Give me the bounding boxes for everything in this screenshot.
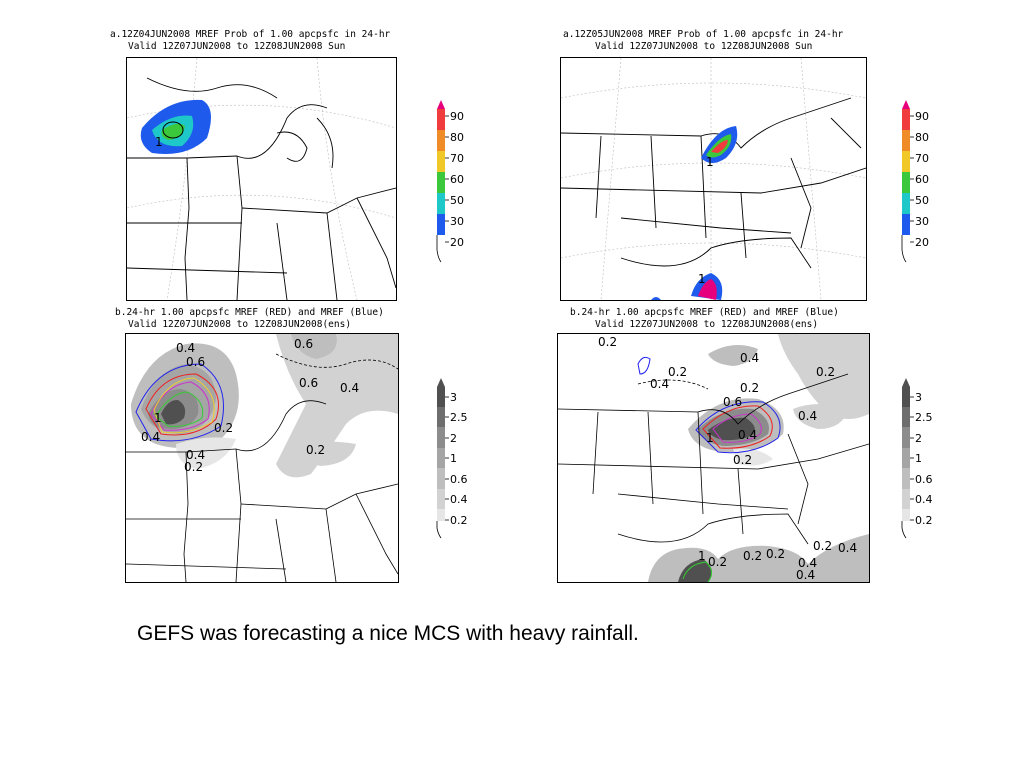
colorbar-label: 2.5 [915,411,933,424]
map-b-left: 0.4 0.6 0.6 0.6 0.4 1 0.2 0.2 0.4 0.2 0.… [125,333,399,583]
panel-title-line2: Valid 12Z07JUN2008 to 12Z08JUN2008 Sun [595,41,813,52]
colorbar-label: 2 [450,432,457,445]
colorbar-label: 2.5 [450,411,468,424]
map-label: 0.2 [740,381,759,395]
panel-title-line1: b.24-hr 1.00 apcpsfc MREF (RED) and MREF… [570,307,839,318]
colorbar-label: 30 [915,215,929,228]
colorbar-label: 1 [450,452,457,465]
panel-title-line2: Valid 12Z07JUN2008 to 12Z08JUN2008(ens) [128,319,352,330]
map-label: 0.6 [723,395,742,409]
colorbar-label: 1 [915,452,922,465]
map-b-right: 0.2 0.4 0.2 0.4 0.2 0.6 0.4 0.2 0.4 0.2 … [557,333,870,583]
colorbar-label: 0.6 [450,473,468,486]
colorbar-label: 20 [450,236,464,249]
map-label: 0.4 [141,430,160,444]
map-label: 0.2 [813,539,832,553]
panel-title-line1: a.12Z05JUN2008 MREF Prob of 1.00 apcpsfc… [563,29,844,40]
colorbar-amount-right: 3 2.5 2 1 0.6 0.4 0.2 [897,378,937,543]
map-label: 0.2 [598,335,617,349]
colorbar-amount: 3 2.5 2 1 0.6 0.4 0.2 [432,378,472,543]
map-label: 0.4 [798,409,817,423]
map-label: 0.4 [796,568,815,582]
map-label: 0.4 [798,556,817,570]
map-label: 0.4 [650,377,669,391]
colorbar-label: 90 [915,110,929,123]
panel-title-line1: a.12Z04JUN2008 MREF Prob of 1.00 apcpsfc… [110,29,391,40]
colorbar-label: 0.2 [915,514,933,527]
map-label: 1 [155,135,163,149]
map-label: 0.2 [816,365,835,379]
colorbar-label: 3 [915,391,922,404]
colorbar-label: 20 [915,236,929,249]
colorbar-label: 0.6 [915,473,933,486]
colorbar-label: 90 [450,110,464,123]
map-label: 0.2 [733,453,752,467]
panel-title-line2: Valid 12Z07JUN2008 to 12Z08JUN2008 Sun [128,41,346,52]
map-label: 0.4 [738,428,757,442]
colorbar-label: 70 [450,152,464,165]
colorbar-probability-right: 90 80 70 60 50 30 20 [897,100,937,270]
map-label: 0.4 [740,351,759,365]
colorbar-label: 80 [915,131,929,144]
colorbar-label: 70 [915,152,929,165]
colorbar-label: 50 [450,194,464,207]
panel-title-line1: b.24-hr 1.00 apcpsfc MREF (RED) and MREF… [115,307,384,318]
map-b-left-graphic: 0.4 0.6 0.6 0.6 0.4 1 0.2 0.2 0.4 0.2 0.… [126,334,398,582]
map-label: 0.2 [708,555,727,569]
colorbar-label: 80 [450,131,464,144]
map-label: 0.6 [299,376,318,390]
map-label: 0.2 [743,549,762,563]
colorbar-probability: 90 80 70 60 50 30 20 [432,100,472,270]
map-label: 0.6 [186,355,205,369]
map-label: 0.2 [306,443,325,457]
map-b-right-graphic: 0.2 0.4 0.2 0.4 0.2 0.6 0.4 0.2 0.4 0.2 … [558,334,869,582]
colorbar-label: 60 [450,173,464,186]
map-label: 1 [154,411,162,425]
map-label: 0.4 [186,448,205,462]
colorbar-label: 2 [915,432,922,445]
map-a-left: 1 [126,57,397,301]
colorbar-label: 0.4 [450,493,468,506]
map-a-left-graphic: 1 [127,58,396,300]
colorbar-label: 0.4 [915,493,933,506]
map-label: 1 [698,272,706,286]
map-label: 0.4 [340,381,359,395]
map-label: 0.2 [184,460,203,474]
colorbar-label: 3 [450,391,457,404]
panel-title-line2: Valid 12Z07JUN2008 to 12Z08JUN2008(ens) [595,319,819,330]
map-a-right: 1 1 [560,57,867,301]
map-label: 0.2 [214,421,233,435]
map-label: 1 [706,431,714,445]
map-label: 0.6 [294,337,313,351]
map-label: 0.2 [668,365,687,379]
colorbar-label: 30 [450,215,464,228]
map-label: 0.2 [766,547,785,561]
map-a-right-graphic: 1 1 [561,58,866,300]
colorbar-label: 0.2 [450,514,468,527]
colorbar-label: 50 [915,194,929,207]
map-label: 1 [706,155,714,169]
colorbar-label: 60 [915,173,929,186]
map-label: 1 [698,549,706,563]
map-label: 0.4 [176,341,195,355]
map-label: 0.4 [838,541,857,555]
slide-caption: GEFS was forecasting a nice MCS with hea… [137,622,639,645]
